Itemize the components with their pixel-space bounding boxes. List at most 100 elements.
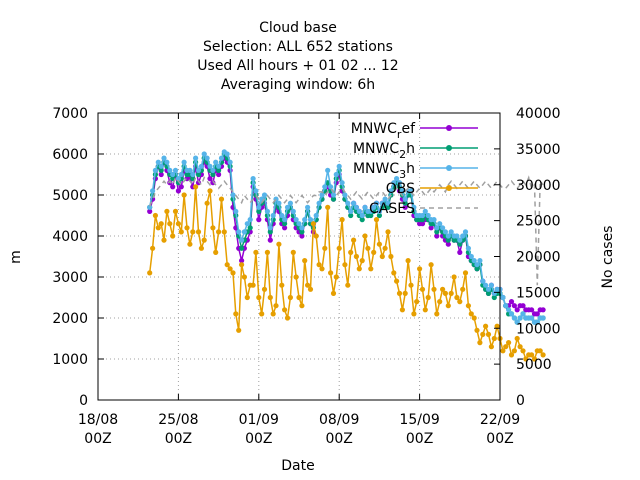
data-point-mnwc_3h [247, 217, 253, 223]
data-point-mnwc_2h [402, 200, 408, 206]
data-point-mnwc_3h [227, 159, 233, 165]
data-point-obs [201, 237, 207, 243]
data-point-mnwc_2h [299, 229, 305, 235]
data-point-obs [333, 274, 339, 280]
data-point-obs [379, 253, 385, 260]
data-point-obs [431, 286, 437, 292]
data-point-mnwc_3h [371, 204, 377, 210]
data-point-mnwc_2h [445, 237, 451, 243]
data-point-mnwc_2h [368, 212, 374, 219]
data-point-mnwc_3h [468, 253, 474, 260]
legend-label-obs: OBS [386, 181, 415, 197]
data-point-mnwc_ref [511, 303, 517, 309]
data-point-mnwc_3h [342, 192, 348, 198]
data-point-obs [506, 340, 512, 346]
data-point-obs [152, 212, 158, 219]
data-point-mnwc_3h [506, 307, 512, 313]
data-point-obs [273, 303, 279, 309]
legend-label-mnwc_2h: MNWC2h [353, 141, 415, 161]
data-point-obs [328, 270, 334, 276]
data-point-mnwc_2h [256, 208, 262, 214]
data-point-obs [207, 188, 213, 194]
data-point-mnwc_3h [155, 159, 161, 165]
data-point-mnwc_3h [356, 208, 362, 214]
data-point-mnwc_3h [445, 233, 451, 239]
series-layer [147, 149, 546, 362]
data-point-obs [250, 282, 256, 288]
data-point-obs [437, 299, 443, 305]
x-axis-label: Date [281, 458, 314, 474]
data-point-obs [385, 229, 391, 235]
data-point-obs [394, 278, 400, 284]
data-point-obs [233, 311, 239, 317]
y-tick-label: 3000 [52, 270, 88, 286]
data-point-mnwc_3h [540, 315, 546, 321]
data-point-obs [353, 253, 359, 260]
legend-label-mnwc_ref: MNWCref [351, 121, 416, 141]
data-point-mnwc_ref [167, 180, 173, 186]
data-point-mnwc_ref [419, 221, 426, 227]
data-point-obs [422, 307, 428, 313]
data-point-obs [184, 225, 190, 231]
data-point-mnwc_3h [419, 212, 426, 219]
data-point-obs [204, 200, 210, 206]
data-point-mnwc_2h [239, 245, 245, 251]
data-point-obs [256, 294, 262, 301]
data-point-obs [371, 249, 377, 255]
series-line-cases [149, 175, 544, 286]
data-point-obs [310, 221, 316, 227]
data-point-obs [454, 294, 460, 301]
data-point-obs [239, 262, 245, 268]
y2-tick-label: 15000 [516, 285, 561, 301]
data-point-mnwc_3h [457, 237, 463, 243]
data-point-mnwc_3h [210, 167, 216, 173]
y2-tick-label: 35000 [516, 142, 561, 158]
data-point-obs [296, 294, 302, 301]
data-point-mnwc_3h [302, 217, 308, 223]
data-point-mnwc_3h [379, 200, 385, 206]
data-point-obs [434, 311, 440, 317]
x-tick-label: 25/08 [158, 412, 198, 428]
data-point-obs [451, 274, 457, 280]
y-axis-label: m [8, 250, 24, 264]
data-point-obs [442, 290, 448, 296]
x-tick-label: 22/09 [480, 412, 520, 428]
y2-tick-label: 25000 [516, 214, 561, 230]
data-point-mnwc_2h [434, 229, 440, 235]
y2-tick-label: 5000 [516, 357, 552, 373]
data-point-mnwc_3h [167, 167, 173, 173]
data-point-obs [290, 249, 296, 255]
data-point-obs [181, 192, 187, 198]
data-point-obs [302, 258, 308, 264]
data-point-obs [313, 233, 319, 239]
data-point-obs [483, 323, 489, 329]
x-tick-label-hour: 00Z [406, 431, 433, 447]
data-point-obs [494, 323, 500, 329]
data-point-mnwc_ref [520, 303, 526, 309]
data-point-mnwc_ref [457, 249, 463, 255]
data-point-mnwc_3h [193, 155, 199, 161]
data-point-mnwc_3h [187, 167, 193, 173]
data-point-obs [339, 217, 345, 223]
data-point-obs [382, 245, 388, 251]
data-point-mnwc_ref [428, 225, 434, 231]
data-point-obs [259, 311, 265, 317]
data-point-obs [405, 258, 411, 264]
x-tick-label: 08/09 [319, 412, 359, 428]
data-point-mnwc_3h [330, 192, 337, 198]
data-point-obs [276, 241, 282, 247]
data-point-mnwc_2h [474, 266, 480, 272]
data-point-obs [351, 237, 357, 243]
data-point-mnwc_3h [267, 225, 273, 231]
data-point-obs [402, 290, 408, 296]
grid [98, 113, 500, 400]
data-point-obs [411, 311, 417, 317]
data-point-mnwc_ref [158, 171, 164, 178]
data-point-obs [218, 196, 225, 202]
data-point-obs [244, 294, 250, 301]
data-point-obs [440, 286, 446, 292]
data-point-mnwc_3h [508, 311, 515, 317]
data-point-obs [236, 327, 242, 333]
data-point-mnwc_3h [348, 208, 354, 214]
data-point-mnwc_2h [457, 241, 463, 247]
